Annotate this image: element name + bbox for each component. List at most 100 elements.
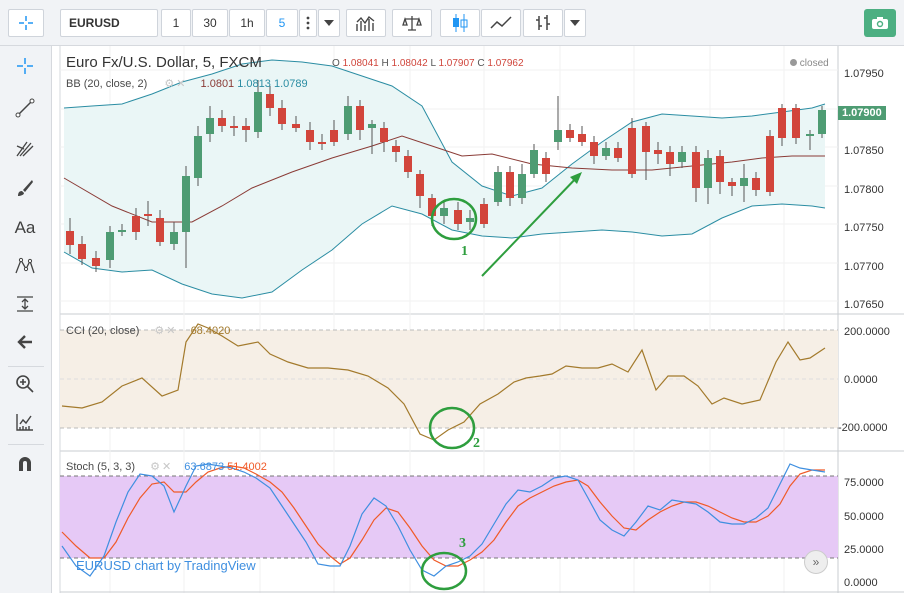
candle-body [78, 244, 86, 259]
candle-body [518, 174, 526, 198]
candle-body [182, 176, 190, 232]
candle-body [380, 128, 388, 142]
zoom-in-tool[interactable] [8, 368, 42, 400]
price-tick: 1.07650 [844, 299, 884, 311]
symbol-search-button[interactable]: EURUSD [60, 9, 158, 37]
cci-tick: 0.0000 [844, 374, 878, 386]
vertical-dots-icon [306, 16, 310, 30]
status-dot-icon [790, 59, 797, 66]
stoch-k-line [61, 463, 826, 577]
candle-body [206, 118, 214, 134]
interval-30-button[interactable]: 30 [192, 9, 228, 37]
candle-body [306, 130, 314, 142]
tradingview-watermark[interactable]: EURUSD chart by TradingView [76, 558, 256, 573]
candle-body [506, 172, 514, 198]
stoch-indicator-label[interactable]: Stoch (5, 3, 3) ⚙✕ 63.6873 51.4002 [66, 460, 267, 473]
trend-line-tool[interactable] [8, 92, 42, 124]
annotation-arrow [481, 173, 581, 277]
last-price-badge: 1.07900 [838, 106, 886, 120]
stoch-tick: 0.0000 [844, 577, 878, 589]
candle-body [542, 158, 550, 174]
candle-body [404, 156, 412, 172]
zoom-in-icon [16, 375, 34, 393]
candle-body [230, 126, 238, 128]
high-label: H [381, 58, 389, 69]
measure-tool[interactable] [8, 288, 42, 320]
price-tick: 1.07850 [844, 145, 884, 157]
magnet-tool[interactable] [8, 448, 42, 480]
interval-1h-button[interactable]: 1h [229, 9, 265, 37]
magnet-icon [19, 457, 31, 471]
interval-dropdown-button[interactable] [318, 9, 340, 37]
candle-body [602, 148, 610, 156]
brush-tool[interactable] [8, 172, 42, 204]
candle-body [778, 108, 786, 138]
annotation-arrow-head [570, 172, 582, 184]
interval-1-button[interactable]: 1 [161, 9, 191, 37]
price-tick: 1.07700 [844, 261, 884, 273]
indicators-button[interactable] [346, 9, 386, 37]
candle-body [752, 178, 760, 190]
pitchfork-tool[interactable] [8, 132, 42, 164]
back-tool[interactable] [8, 326, 42, 358]
crosshair-toggle-button[interactable] [8, 9, 44, 37]
candle-body [318, 142, 326, 144]
double-chevron-right-icon: » [812, 555, 820, 569]
interval-label: 1h [240, 16, 254, 30]
interval-5-button[interactable]: 5 [266, 9, 298, 37]
close-label: C [477, 58, 485, 69]
close-value: 1.07962 [487, 58, 524, 69]
scroll-to-realtime-button[interactable]: » [804, 550, 828, 574]
indicator-controls-icon[interactable]: ⚙✕ [154, 325, 178, 337]
chart-style-dropdown-button[interactable] [564, 9, 586, 37]
cci-line [61, 323, 826, 441]
low-label: L [430, 58, 436, 69]
bars-style-button[interactable] [523, 9, 563, 37]
ruler-icon [16, 414, 33, 431]
cci-indicator-label[interactable]: CCI (20, close) ⚙✕ 68.4020 [66, 324, 230, 337]
price-tick: 1.07950 [844, 68, 884, 80]
snapshot-button[interactable] [864, 9, 896, 37]
text-tool[interactable]: Aa [8, 212, 42, 244]
candle-body [132, 216, 140, 232]
candle-body [356, 106, 364, 130]
more-intervals-button[interactable] [299, 9, 317, 37]
market-status: closed [790, 58, 829, 69]
annotation-circle-2 [428, 406, 476, 450]
top-toolbar: EURUSD 1 30 1h 5 [0, 0, 904, 46]
candles-style-button[interactable] [440, 9, 480, 37]
candle-body [628, 128, 636, 174]
ruler-tool[interactable] [8, 406, 42, 438]
candle-body [344, 106, 352, 134]
candle-body [454, 210, 462, 224]
indicator-controls-icon[interactable]: ⚙✕ [150, 461, 174, 473]
stoch-band-fill [60, 476, 838, 558]
candle-body [740, 178, 748, 186]
candle-body [766, 136, 774, 192]
annotation-label-1: 1 [461, 244, 468, 259]
scales-icon [402, 16, 422, 31]
compare-button[interactable] [392, 9, 432, 37]
open-label: O [332, 58, 340, 69]
interval-label: 30 [203, 16, 217, 30]
candle-body [266, 94, 274, 108]
bb-upper-value: 1.0813 [237, 78, 271, 90]
crosshair-tool[interactable] [8, 50, 42, 82]
candle-body [614, 148, 622, 158]
sidebar-divider [8, 444, 44, 445]
candle-body [92, 258, 100, 266]
bb-indicator-label[interactable]: BB (20, close, 2) ⚙✕ 1.0801 1.0813 1.078… [66, 77, 308, 90]
arrow-left-icon [17, 335, 32, 349]
price-tick: 1.07800 [844, 184, 884, 196]
bar-chart-icon [356, 15, 375, 31]
chart-canvas[interactable] [52, 46, 904, 593]
area-style-button[interactable] [481, 9, 521, 37]
chart-area[interactable]: Euro Fx/U.S. Dollar, 5, FXCM O 1.08041 H… [52, 46, 904, 593]
indicator-controls-icon[interactable]: ⚙✕ [164, 78, 188, 90]
brush-icon [18, 180, 33, 196]
cci-value: 68.4020 [190, 325, 231, 337]
pattern-tool[interactable] [8, 250, 42, 282]
camera-icon [872, 17, 888, 29]
candle-body [416, 174, 424, 196]
candle-body [692, 152, 700, 188]
